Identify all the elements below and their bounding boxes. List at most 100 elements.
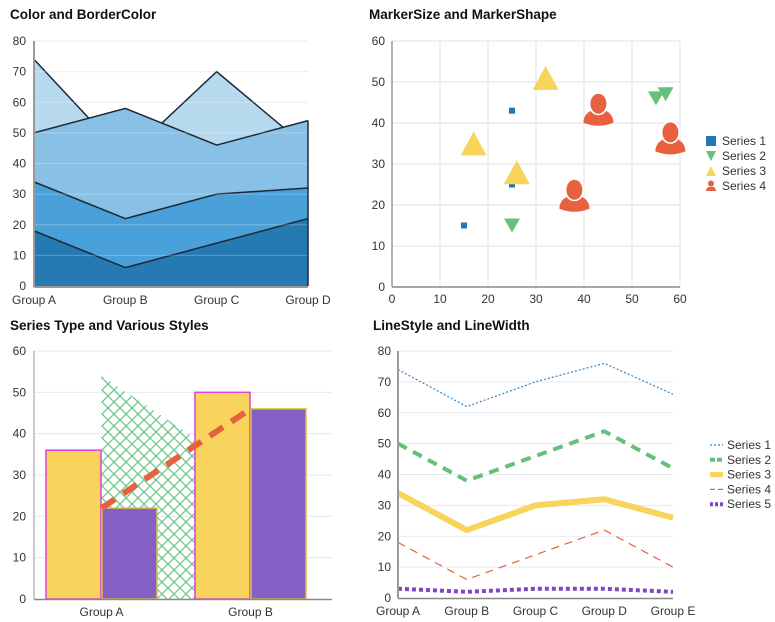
x-tick-label: Group C xyxy=(194,293,240,307)
x-tick-label: Group D xyxy=(285,293,331,307)
y-tick-label: 20 xyxy=(13,509,27,523)
marker-triangle-up xyxy=(532,65,559,90)
line-series-2 xyxy=(397,429,674,483)
marker-person-icon xyxy=(655,120,686,155)
y-tick-label: 60 xyxy=(13,344,27,358)
person-head xyxy=(662,122,679,143)
legend-person-head xyxy=(708,180,714,187)
bar-series-1 xyxy=(194,391,251,600)
chart-title-combo: Series Type and Various Styles xyxy=(10,318,209,333)
chart-title-scatter: MarkerSize and MarkerShape xyxy=(369,7,557,22)
y-tick-label: 60 xyxy=(13,95,27,109)
area-border-series-3 xyxy=(33,107,309,146)
y-tick-label: 30 xyxy=(372,157,386,171)
person-body xyxy=(559,195,590,212)
chart-title-area: Color and BorderColor xyxy=(10,7,157,22)
line-series-1 xyxy=(397,362,674,408)
chart-title-lines: LineStyle and LineWidth xyxy=(373,318,530,333)
x-tick-label: Group A xyxy=(376,604,420,618)
y-tick-label: 10 xyxy=(372,239,386,253)
legend-marker-triangle-down xyxy=(706,151,716,161)
person-body xyxy=(655,137,686,155)
bar-series-2 xyxy=(101,507,158,600)
x-tick-label: 50 xyxy=(625,292,639,306)
marker-square xyxy=(509,181,515,188)
y-tick-label: 30 xyxy=(378,498,392,512)
y-tick-label: 20 xyxy=(378,529,392,543)
y-tick-label: 10 xyxy=(378,560,392,574)
y-tick-label: 0 xyxy=(19,279,26,293)
x-tick-label: 30 xyxy=(529,292,543,306)
line-series-3 xyxy=(396,490,674,534)
legend-label: Series 2 xyxy=(727,453,771,467)
legend-label: Series 1 xyxy=(727,438,771,452)
legend-label: Series 5 xyxy=(727,497,771,511)
x-tick-label: 20 xyxy=(481,292,495,306)
y-tick-label: 50 xyxy=(378,437,392,451)
dashed-line-series-4 xyxy=(99,406,253,511)
person-head xyxy=(566,179,583,200)
legend-label: Series 3 xyxy=(727,468,771,482)
x-tick-label: Group A xyxy=(12,293,56,307)
y-tick-label: 10 xyxy=(13,248,27,262)
y-tick-label: 50 xyxy=(13,385,27,399)
legend-person-body xyxy=(706,186,716,191)
y-tick-label: 10 xyxy=(13,551,27,565)
legend-label: Series 1 xyxy=(722,134,766,148)
line-series-5 xyxy=(397,586,674,594)
x-tick-label: 40 xyxy=(577,292,591,306)
y-tick-label: 0 xyxy=(19,592,26,606)
legend-label: Series 3 xyxy=(722,164,766,178)
y-tick-label: 30 xyxy=(13,187,27,201)
x-tick-label: Group C xyxy=(513,604,559,618)
y-tick-label: 30 xyxy=(13,468,27,482)
person-body xyxy=(583,109,614,126)
y-tick-label: 40 xyxy=(13,157,27,171)
marker-triangle-down xyxy=(657,87,674,102)
y-tick-label: 0 xyxy=(384,591,391,605)
line-chart: 0 10 20 30 40 50 60 70 80 Group A Group B Group C Gr… xyxy=(376,344,771,618)
x-tick-label: Group B xyxy=(103,293,148,307)
y-tick-label: 20 xyxy=(372,198,386,212)
y-tick-label: 0 xyxy=(378,280,385,294)
y-tick-label: 20 xyxy=(13,218,27,232)
y-tick-label: 70 xyxy=(378,375,392,389)
marker-square xyxy=(509,107,515,114)
area-chart: 0 10 20 30 40 50 60 70 80 Group A Group B Group C Gr… xyxy=(12,34,331,307)
y-tick-label: 60 xyxy=(378,406,392,420)
y-tick-label: 40 xyxy=(378,468,392,482)
x-tick-label: Group A xyxy=(79,605,123,619)
x-tick-label: 10 xyxy=(433,292,447,306)
x-tick-label: Group B xyxy=(444,604,489,618)
x-tick-label: 0 xyxy=(389,292,396,306)
y-tick-label: 70 xyxy=(13,65,27,79)
legend-marker-triangle-up xyxy=(706,166,716,176)
y-tick-label: 40 xyxy=(13,427,27,441)
y-tick-label: 60 xyxy=(372,34,386,48)
bar-series-2 xyxy=(250,408,307,600)
marker-triangle-down xyxy=(648,91,664,106)
y-tick-label: 50 xyxy=(13,126,27,140)
marker-triangle-down xyxy=(504,218,520,233)
legend-label: Series 4 xyxy=(722,179,766,193)
marker-person-icon xyxy=(559,178,590,212)
x-tick-label: Group D xyxy=(582,604,628,618)
x-tick-label: 60 xyxy=(673,292,687,306)
marker-square xyxy=(461,222,467,229)
x-tick-label: Group E xyxy=(651,604,696,618)
area-border-series-1 xyxy=(33,217,309,269)
y-tick-label: 40 xyxy=(372,116,386,130)
marker-triangle-up xyxy=(460,131,487,156)
marker-person-icon xyxy=(583,92,614,126)
marker-triangle-up xyxy=(503,160,530,185)
x-tick-label: Group B xyxy=(228,605,273,619)
person-head xyxy=(590,93,607,114)
line-series-4 xyxy=(397,529,674,581)
y-tick-label: 80 xyxy=(13,34,27,48)
bar-series-1 xyxy=(45,449,102,600)
combo-chart: 0 10 20 30 40 50 60 Group A Group B xyxy=(13,344,332,619)
y-tick-label: 50 xyxy=(372,75,386,89)
legend-label: Series 2 xyxy=(722,149,766,163)
